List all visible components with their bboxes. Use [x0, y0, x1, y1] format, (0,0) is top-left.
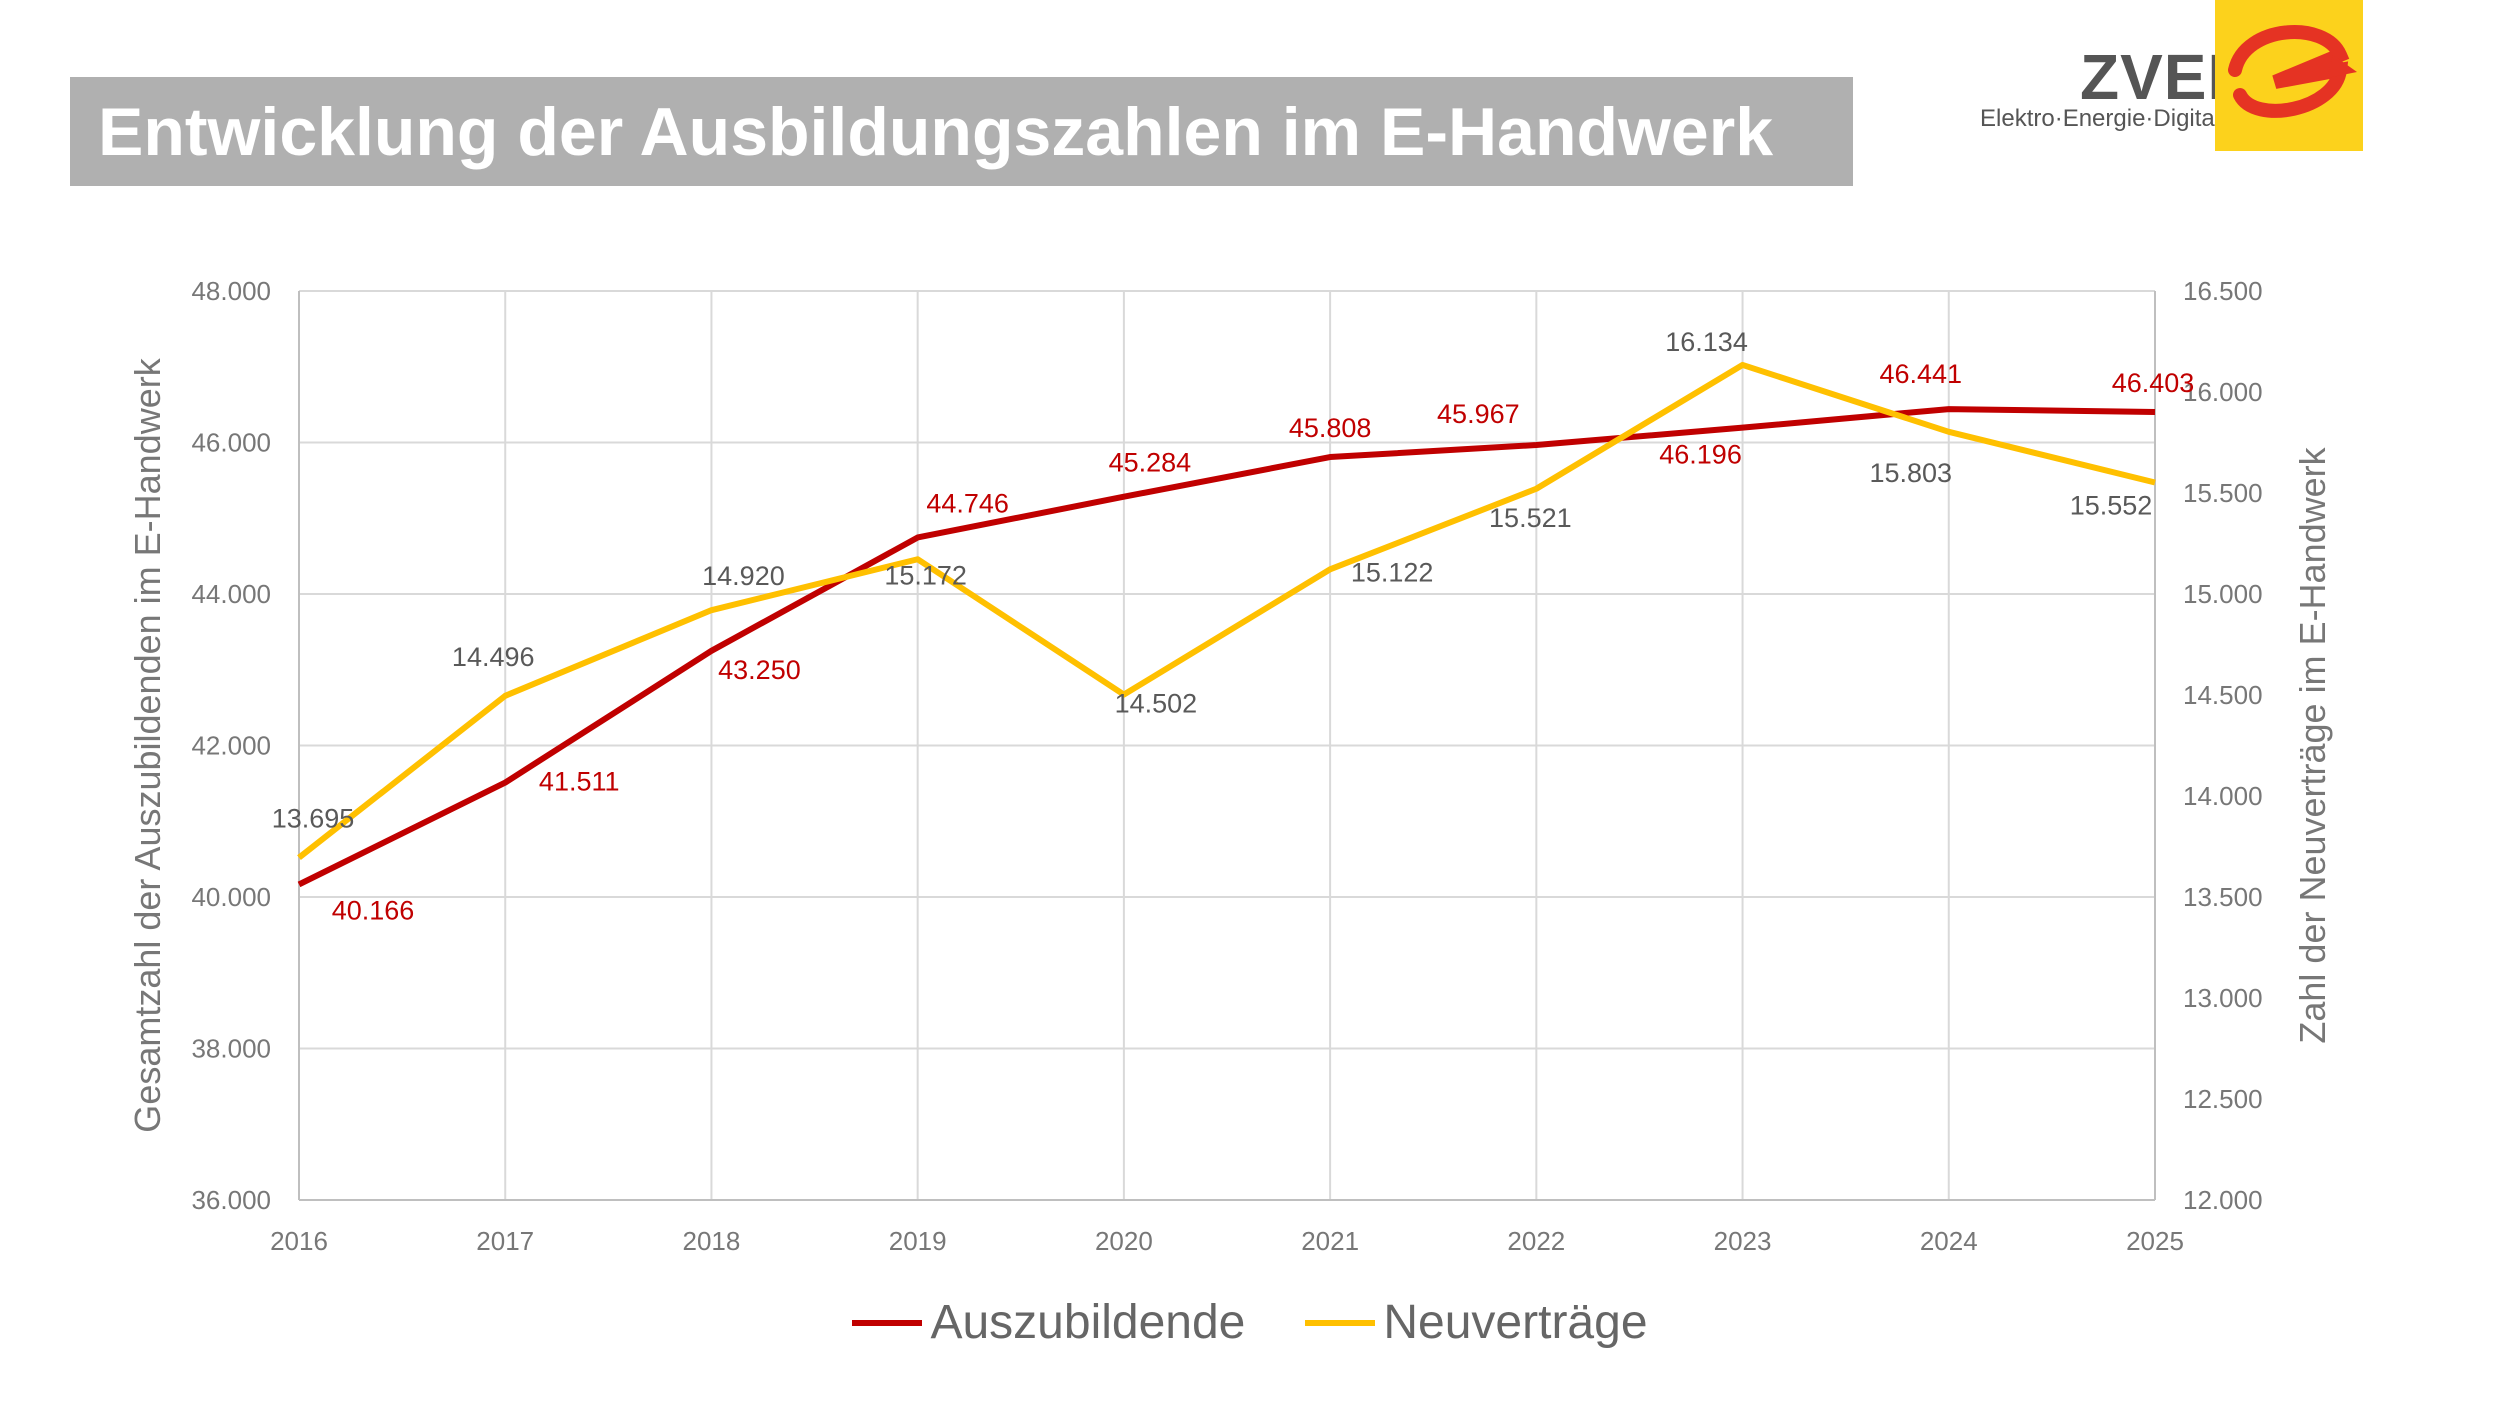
zveh-logo: ZVEH Elektro·Energie·Digital	[1960, 0, 2460, 155]
y2-tick-label: 15.500	[2183, 478, 2263, 508]
legend-swatch	[1305, 1319, 1376, 1326]
legend-item-neuvertraege: Neuverträge	[1305, 1295, 1648, 1350]
data-label: 41.511	[539, 767, 620, 797]
data-label: 45.967	[1437, 399, 1520, 429]
y2-tick-label: 14.500	[2183, 680, 2263, 710]
y2-tick-label: 16.000	[2183, 377, 2263, 407]
x-tick-label: 2019	[889, 1226, 947, 1256]
data-label: 14.502	[1115, 689, 1198, 719]
series-line-auszubildende	[297, 406, 2156, 888]
y-tick-label: 46.000	[191, 428, 271, 458]
logo-e-mark-icon	[2215, 0, 2363, 151]
x-tick-label: 2017	[476, 1226, 534, 1256]
data-label: 14.920	[702, 561, 785, 591]
data-label: 15.122	[1351, 557, 1434, 587]
logo-tagline: Elektro·Energie·Digital	[1980, 105, 2221, 132]
legend-label: Auszubildende	[930, 1296, 1246, 1349]
y2-tick-label: 16.500	[2183, 276, 2263, 306]
y2-tick-label: 15.000	[2183, 579, 2263, 609]
y2-tick-label: 12.000	[2183, 1185, 2263, 1215]
y-axis-title: Gesamtzahl der Auszubildenden im E-Handw…	[127, 357, 168, 1132]
x-tick-label: 2024	[1920, 1226, 1978, 1256]
data-label: 15.521	[1489, 503, 1572, 533]
series-line-neuvertraege	[297, 361, 2156, 860]
data-label: 15.552	[2070, 490, 2153, 520]
x-tick-label: 2025	[2126, 1226, 2184, 1256]
data-label: 15.803	[1869, 458, 1952, 488]
legend: Auszubildende Neuverträge	[0, 1295, 2500, 1350]
y2-tick-label: 13.500	[2183, 882, 2263, 912]
legend-label: Neuverträge	[1383, 1296, 1648, 1349]
data-label: 45.808	[1289, 413, 1372, 443]
page-title: Entwicklung der Ausbildungszahlen im E-H…	[98, 94, 1774, 170]
y-tick-label: 38.000	[191, 1034, 271, 1064]
data-label: 15.172	[884, 560, 967, 590]
data-label: 14.496	[452, 642, 535, 672]
data-label: 16.134	[1665, 327, 1748, 357]
data-label: 45.284	[1109, 448, 1192, 478]
y-tick-label: 44.000	[191, 579, 271, 609]
data-label: 13.695	[272, 804, 355, 834]
y-tick-label: 40.000	[191, 882, 271, 912]
y2-axis-title: Zahl der Neuverträge im E-Handwerk	[2292, 446, 2333, 1043]
title-bar: Entwicklung der Ausbildungszahlen im E-H…	[70, 77, 1853, 186]
data-label: 44.746	[926, 488, 1009, 518]
y-tick-label: 48.000	[191, 276, 271, 306]
data-label: 46.196	[1659, 440, 1742, 470]
x-tick-label: 2021	[1301, 1226, 1359, 1256]
x-tick-label: 2020	[1095, 1226, 1153, 1256]
y2-tick-label: 14.000	[2183, 781, 2263, 811]
x-tick-label: 2016	[270, 1226, 328, 1256]
legend-swatch	[852, 1319, 923, 1326]
y2-tick-label: 12.500	[2183, 1084, 2263, 1114]
x-tick-label: 2022	[1507, 1226, 1565, 1256]
x-tick-label: 2023	[1714, 1226, 1772, 1256]
legend-item-auszubildende: Auszubildende	[852, 1295, 1245, 1350]
y-tick-label: 36.000	[191, 1185, 271, 1215]
x-tick-label: 2018	[683, 1226, 741, 1256]
data-label: 40.166	[332, 895, 415, 925]
y-tick-label: 42.000	[191, 731, 271, 761]
data-label: 46.441	[1879, 359, 1962, 389]
y2-tick-label: 13.000	[2183, 983, 2263, 1013]
data-label: 43.250	[718, 655, 801, 685]
data-label: 46.403	[2112, 368, 2195, 398]
